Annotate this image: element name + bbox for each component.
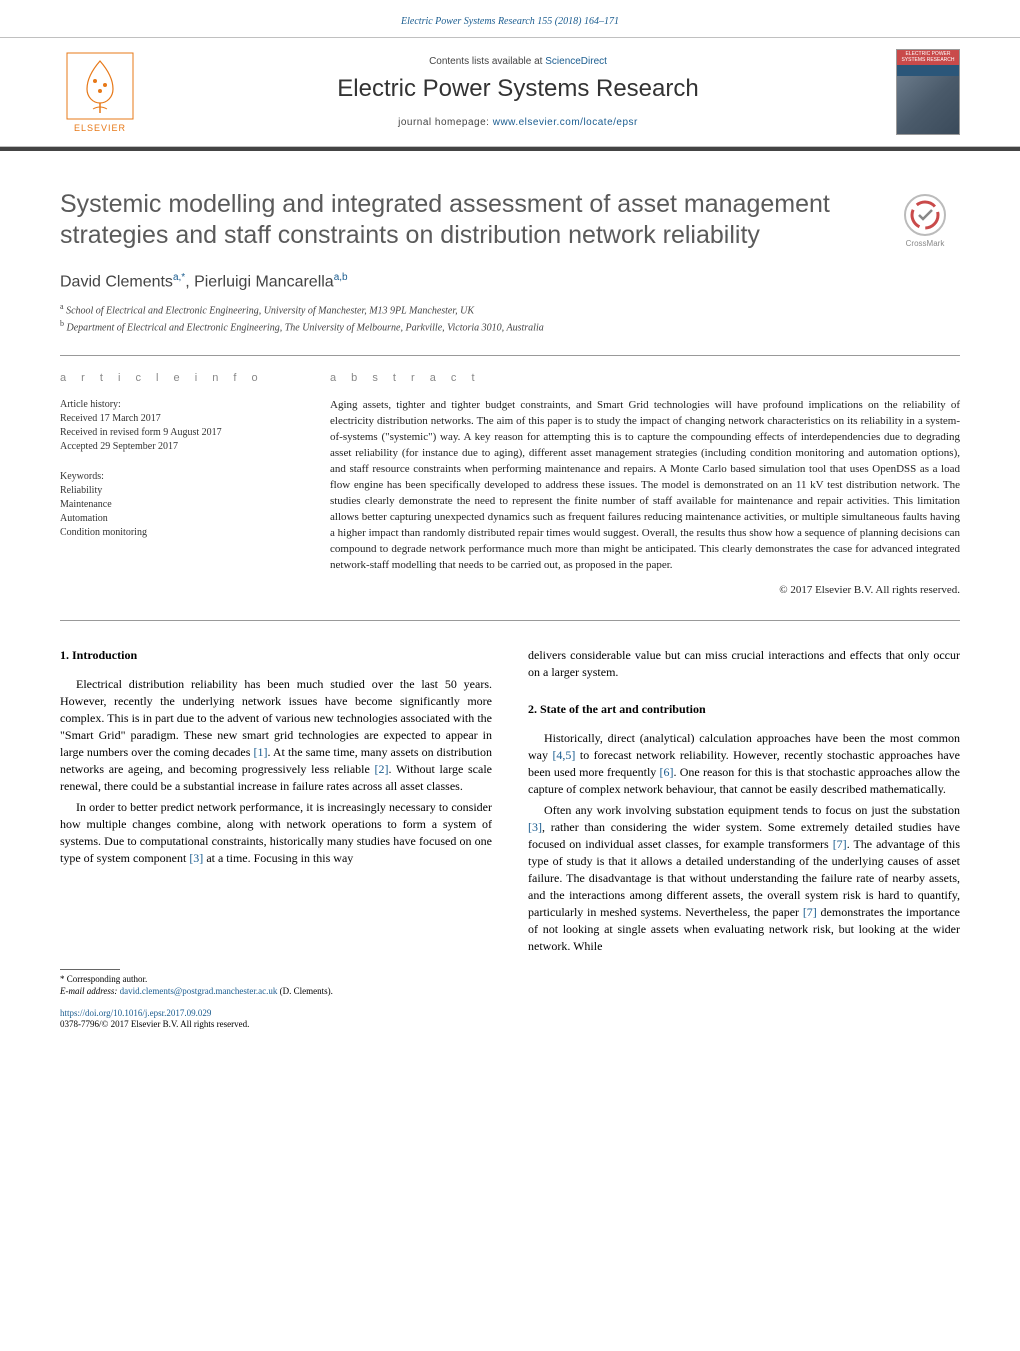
homepage-prefix: journal homepage:	[398, 117, 493, 128]
crossmark-icon	[903, 193, 947, 237]
keyword-4: Condition monitoring	[60, 526, 290, 540]
email-line: E-mail address: david.clements@postgrad.…	[60, 986, 960, 998]
footer: * Corresponding author. E-mail address: …	[0, 959, 1020, 1051]
affiliations: a School of Electrical and Electronic En…	[60, 301, 960, 336]
corr-email-link[interactable]: david.clements@postgrad.manchester.ac.uk	[120, 986, 278, 996]
cite-7b[interactable]: [7]	[803, 905, 817, 919]
affil-text-a: School of Electrical and Electronic Engi…	[64, 305, 474, 316]
sciencedirect-link[interactable]: ScienceDirect	[545, 56, 607, 67]
contents-prefix: Contents lists available at	[429, 56, 545, 67]
cite-3[interactable]: [3]	[189, 851, 203, 865]
cite-7[interactable]: [7]	[833, 837, 847, 851]
sota-para-2: Often any work involving substation equi…	[528, 802, 960, 955]
cover-title: ELECTRIC POWER SYSTEMS RESEARCH	[897, 50, 959, 65]
email-suffix: (D. Clements).	[277, 986, 333, 996]
history-received: Received 17 March 2017	[60, 412, 290, 426]
journal-cover-thumbnail[interactable]: ELECTRIC POWER SYSTEMS RESEARCH	[896, 49, 960, 135]
history-title: Article history:	[60, 398, 290, 412]
cover-image	[897, 76, 959, 134]
footnote-rule	[60, 969, 120, 970]
crossmark-label: CrossMark	[906, 239, 945, 248]
body-columns: 1. Introduction Electrical distribution …	[0, 621, 1020, 960]
section-2-heading: 2. State of the art and contribution	[528, 701, 960, 718]
keyword-3: Automation	[60, 512, 290, 526]
doi-link[interactable]: https://doi.org/10.1016/j.epsr.2017.09.0…	[60, 1008, 211, 1018]
journal-homepage-line: journal homepage: www.elsevier.com/locat…	[140, 117, 896, 128]
keywords-title: Keywords:	[60, 470, 290, 484]
section-1-heading: 1. Introduction	[60, 647, 492, 664]
article-history: Article history: Received 17 March 2017 …	[60, 398, 290, 454]
intro-para-1: Electrical distribution reliability has …	[60, 676, 492, 795]
author-2[interactable]: , Pierluigi Mancarella	[185, 273, 334, 290]
journal-name: Electric Power Systems Research	[140, 75, 896, 103]
body-left-column: 1. Introduction Electrical distribution …	[60, 647, 492, 960]
cite-4-5[interactable]: [4,5]	[552, 748, 575, 762]
cite-2[interactable]: [2]	[375, 762, 389, 776]
rp2a: Often any work involving substation equi…	[544, 803, 960, 817]
article-header: Systemic modelling and integrated assess…	[0, 151, 1020, 335]
journal-header: ELSEVIER Contents lists available at Sci…	[0, 37, 1020, 147]
contents-available-line: Contents lists available at ScienceDirec…	[140, 56, 896, 67]
authors-line: David Clementsa,*, Pierluigi Mancarellaa…	[60, 272, 960, 291]
author-1[interactable]: David Clements	[60, 273, 173, 290]
corresponding-author-note: * Corresponding author. E-mail address: …	[60, 974, 960, 997]
abstract-label: a b s t r a c t	[330, 372, 960, 384]
article-info-column: a r t i c l e i n f o Article history: R…	[60, 372, 290, 595]
author-2-affil: a,b	[334, 272, 348, 283]
sota-para-1: Historically, direct (analytical) calcul…	[528, 730, 960, 798]
abstract-text: Aging assets, tighter and tighter budget…	[330, 398, 960, 573]
keyword-1: Reliability	[60, 484, 290, 498]
journal-homepage-link[interactable]: www.elsevier.com/locate/epsr	[493, 117, 638, 128]
cite-1[interactable]: [1]	[253, 745, 267, 759]
history-accepted: Accepted 29 September 2017	[60, 440, 290, 454]
doi-block: https://doi.org/10.1016/j.epsr.2017.09.0…	[60, 1008, 960, 1031]
elsevier-logo[interactable]: ELSEVIER	[60, 47, 140, 137]
abstract-copyright: © 2017 Elsevier B.V. All rights reserved…	[330, 584, 960, 596]
header-center: Contents lists available at ScienceDirec…	[140, 56, 896, 128]
p2b: at a time. Focusing in this way	[203, 851, 353, 865]
keyword-2: Maintenance	[60, 498, 290, 512]
issn-copyright: 0378-7796/© 2017 Elsevier B.V. All right…	[60, 1019, 960, 1031]
article-info-label: a r t i c l e i n f o	[60, 372, 290, 384]
top-citation-link[interactable]: Electric Power Systems Research 155 (201…	[0, 0, 1020, 37]
intro-para-2: In order to better predict network perfo…	[60, 799, 492, 867]
keywords-block: Keywords: Reliability Maintenance Automa…	[60, 470, 290, 540]
email-label: E-mail address:	[60, 986, 120, 996]
affiliation-a: a School of Electrical and Electronic En…	[60, 301, 960, 318]
affil-text-b: Department of Electrical and Electronic …	[64, 322, 544, 333]
history-revised: Received in revised form 9 August 2017	[60, 426, 290, 440]
right-continuation: delivers considerable value but can miss…	[528, 647, 960, 681]
crossmark-badge[interactable]: CrossMark	[890, 193, 960, 248]
elsevier-tree-icon	[65, 51, 135, 121]
body-right-column: delivers considerable value but can miss…	[528, 647, 960, 960]
cite-3b[interactable]: [3]	[528, 820, 542, 834]
abstract-column: a b s t r a c t Aging assets, tighter an…	[330, 372, 960, 595]
corr-label: * Corresponding author.	[60, 974, 960, 986]
cite-6[interactable]: [6]	[660, 765, 674, 779]
journal-article-page: Electric Power Systems Research 155 (201…	[0, 0, 1020, 1051]
elsevier-logo-text: ELSEVIER	[74, 123, 126, 133]
info-abstract-row: a r t i c l e i n f o Article history: R…	[0, 356, 1020, 595]
affiliation-b: b Department of Electrical and Electroni…	[60, 318, 960, 335]
article-title: Systemic modelling and integrated assess…	[60, 189, 870, 252]
